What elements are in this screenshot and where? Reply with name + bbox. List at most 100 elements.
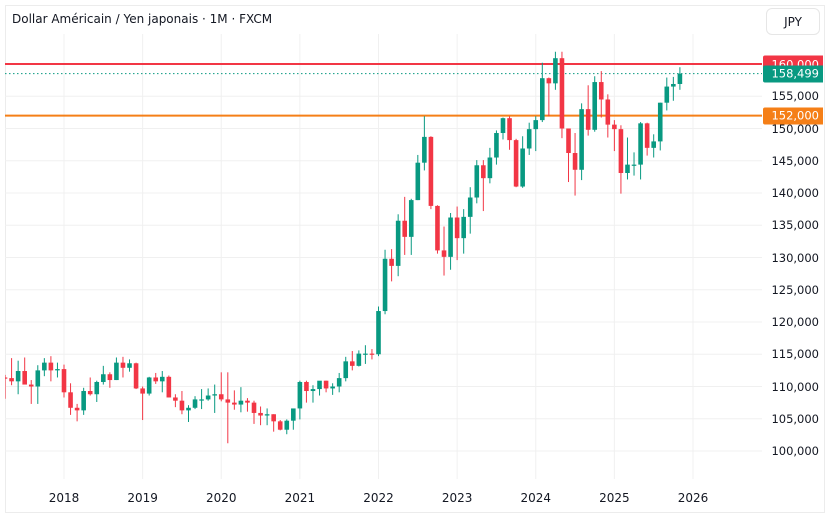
candle-up xyxy=(94,381,100,395)
candlestick-plot-area[interactable] xyxy=(2,34,762,479)
candle-down xyxy=(454,217,460,239)
candle-up xyxy=(284,420,290,430)
candle-down xyxy=(559,58,565,129)
candle-down xyxy=(225,399,231,403)
candle-up xyxy=(664,86,670,103)
price-axis-label: 140,000 xyxy=(771,186,819,200)
candle-down xyxy=(605,99,611,125)
candle-down xyxy=(153,377,159,382)
candle-up xyxy=(592,82,598,130)
candle-down xyxy=(251,402,257,413)
candle-up xyxy=(625,164,630,174)
candle-up xyxy=(127,363,132,368)
price-axis-label: 145,000 xyxy=(771,153,819,168)
symbol-title: Dollar Américain / Yen japonais · 1M · F… xyxy=(12,12,273,26)
time-axis-label: 2026 xyxy=(677,491,709,505)
time-axis-label: 2022 xyxy=(363,491,394,505)
candle-up xyxy=(487,157,493,179)
candle-up xyxy=(677,73,683,84)
candle-down xyxy=(402,220,408,237)
candle-up xyxy=(382,258,388,312)
candle-up xyxy=(408,200,414,237)
chart-frame xyxy=(5,5,825,513)
candle-down xyxy=(173,397,178,401)
candle-down xyxy=(389,258,394,266)
candle-up xyxy=(526,129,532,149)
last-price-tag: 158,499 xyxy=(763,65,823,83)
time-axis-label: 2025 xyxy=(599,491,630,505)
candle-down xyxy=(9,378,14,382)
candle-up xyxy=(448,217,453,257)
candle-down xyxy=(566,128,571,154)
candle-up xyxy=(35,370,41,387)
time-axis-label: 2019 xyxy=(127,491,158,505)
candle-up xyxy=(415,162,421,201)
candle-up xyxy=(343,361,349,379)
currency-button[interactable]: JPY xyxy=(766,8,820,35)
candle-down xyxy=(618,129,624,174)
candle-down xyxy=(245,400,250,403)
candle-down xyxy=(598,82,604,100)
price-axis-label: 100,000 xyxy=(771,444,819,458)
candle-down xyxy=(428,136,434,206)
support-price-tag: 152,000 xyxy=(763,107,823,125)
candle-up xyxy=(238,400,244,405)
candle-up xyxy=(671,83,676,87)
time-axis-label: 2021 xyxy=(284,491,316,505)
price-axis-label: 120,000 xyxy=(771,315,819,329)
price-axis-label: 110,000 xyxy=(771,379,819,394)
candle-up xyxy=(500,118,506,134)
candle-down xyxy=(644,123,650,148)
time-axis-label: 2024 xyxy=(520,491,552,505)
candle-up xyxy=(264,414,270,416)
candle-up xyxy=(376,311,381,355)
candle-down xyxy=(585,109,591,130)
candle-down xyxy=(61,369,67,393)
candle-down xyxy=(349,361,355,366)
candle-up xyxy=(520,148,525,187)
candle-down xyxy=(435,205,440,251)
candle-down xyxy=(441,250,447,257)
candle-up xyxy=(356,353,362,366)
candle-up xyxy=(395,220,401,266)
candle-up xyxy=(330,386,335,389)
price-axis-label: 135,000 xyxy=(771,218,819,233)
candle-up xyxy=(212,394,217,396)
candle-down xyxy=(612,124,617,130)
candle-up xyxy=(657,102,663,142)
candle-up xyxy=(363,353,368,355)
candle-up xyxy=(55,369,60,371)
candle-up xyxy=(146,377,152,394)
candle-up xyxy=(186,407,191,411)
candle-down xyxy=(166,376,172,398)
candle-up xyxy=(159,376,165,382)
candle-down xyxy=(107,374,113,381)
candle-down xyxy=(258,412,263,416)
candle-down xyxy=(481,165,486,179)
candle-down xyxy=(304,381,309,392)
candle-down xyxy=(271,414,276,422)
time-axis[interactable]: 2018 2019 2020 2021 2022 2023 2024 2025 2026 xyxy=(5,479,762,513)
candle-up xyxy=(533,120,539,130)
candle-down xyxy=(546,78,552,84)
price-axis-label: 125,000 xyxy=(771,282,819,297)
candle-down xyxy=(74,407,80,411)
price-axis[interactable]: 100,000 105,000 110,000 115,000 120,000 125,0… xyxy=(762,34,825,479)
candle-up xyxy=(81,391,86,411)
time-axis-label: 2020 xyxy=(205,491,237,505)
candle-up xyxy=(205,395,211,400)
candle-down xyxy=(48,362,54,371)
candle-down xyxy=(140,388,145,394)
candle-up xyxy=(42,362,47,371)
candle-down xyxy=(120,362,126,368)
price-axis-label: 150,000 xyxy=(771,121,819,136)
candle-down xyxy=(133,363,139,389)
candle-up xyxy=(579,109,584,170)
candlestick-chart xyxy=(2,34,762,479)
candle-up xyxy=(336,378,342,387)
price-axis-label: 105,000 xyxy=(771,411,819,426)
candle-up xyxy=(317,380,322,390)
candle-down xyxy=(28,384,34,387)
candle-down xyxy=(87,391,93,395)
candle-down xyxy=(232,402,237,405)
